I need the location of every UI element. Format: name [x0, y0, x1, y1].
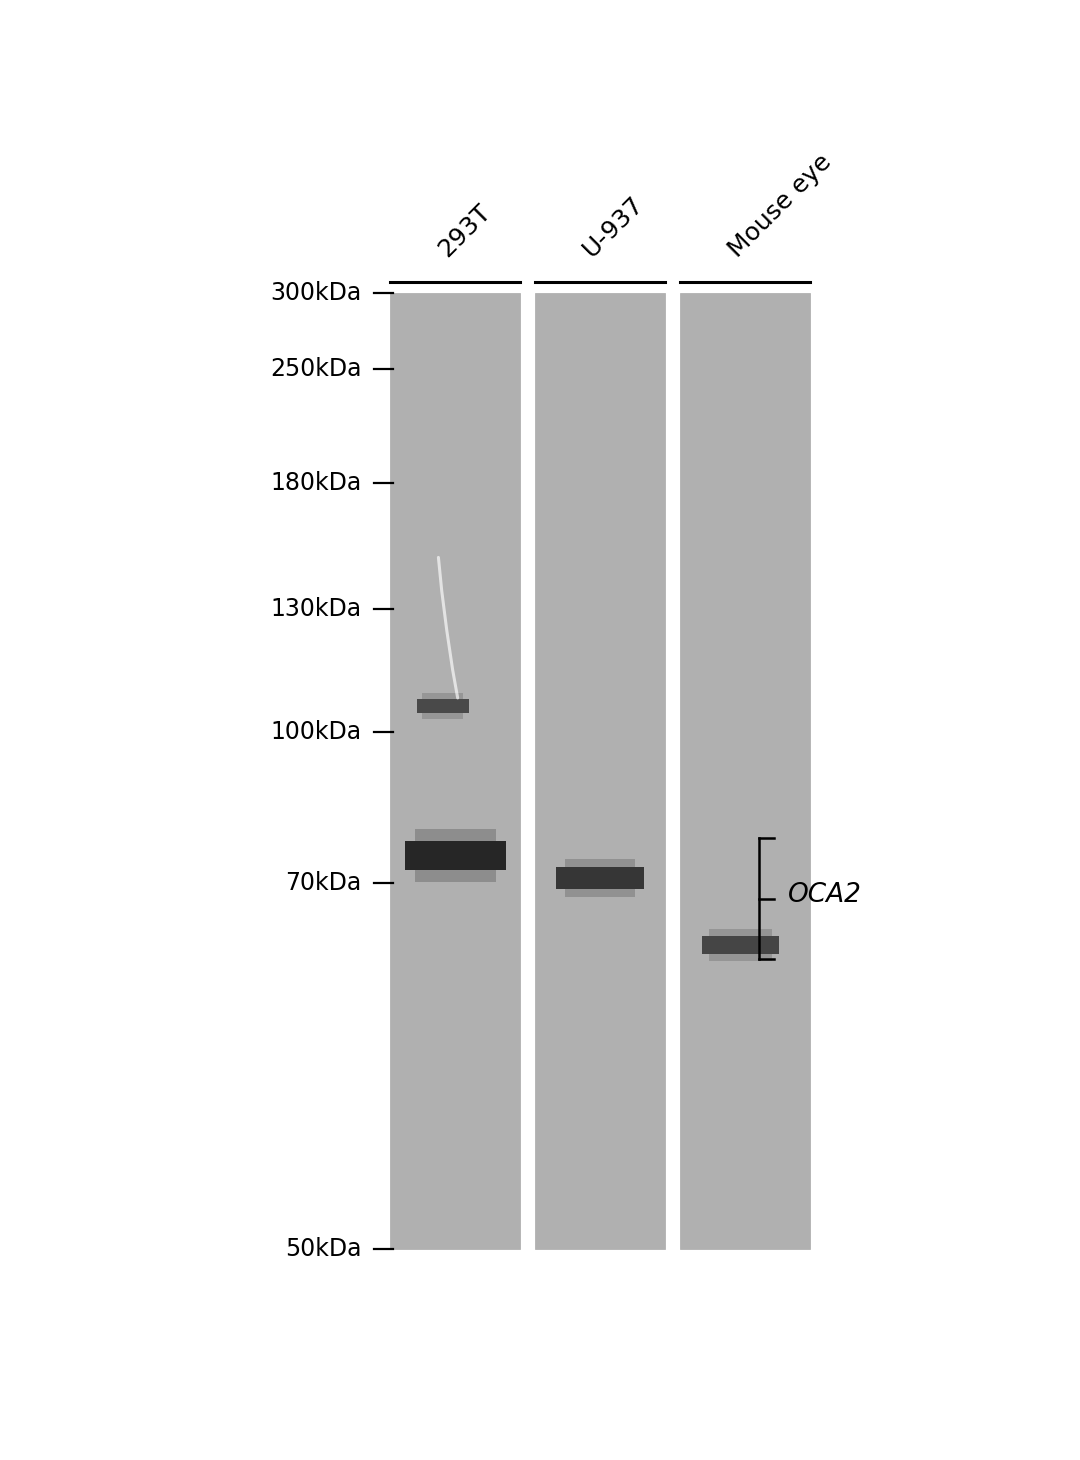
- Text: 70kDa: 70kDa: [285, 872, 362, 895]
- Text: 300kDa: 300kDa: [271, 282, 362, 305]
- FancyBboxPatch shape: [422, 712, 463, 718]
- Text: 50kDa: 50kDa: [285, 1237, 362, 1261]
- FancyBboxPatch shape: [565, 858, 635, 867]
- FancyBboxPatch shape: [415, 870, 496, 882]
- Text: U-937: U-937: [579, 191, 649, 261]
- Text: 250kDa: 250kDa: [270, 356, 362, 381]
- FancyBboxPatch shape: [417, 698, 469, 712]
- FancyBboxPatch shape: [422, 692, 463, 698]
- FancyBboxPatch shape: [565, 889, 635, 896]
- Text: 293T: 293T: [434, 200, 496, 261]
- Text: 180kDa: 180kDa: [271, 472, 362, 495]
- FancyBboxPatch shape: [710, 929, 772, 936]
- Text: Mouse eye: Mouse eye: [724, 149, 836, 261]
- Text: 130kDa: 130kDa: [271, 597, 362, 620]
- FancyBboxPatch shape: [710, 955, 772, 962]
- FancyBboxPatch shape: [702, 936, 780, 955]
- FancyBboxPatch shape: [535, 293, 665, 1248]
- Text: 100kDa: 100kDa: [271, 720, 362, 743]
- FancyBboxPatch shape: [390, 293, 521, 1248]
- FancyBboxPatch shape: [680, 293, 810, 1248]
- FancyBboxPatch shape: [556, 867, 644, 889]
- Text: OCA2: OCA2: [788, 882, 862, 908]
- FancyBboxPatch shape: [415, 829, 496, 841]
- FancyBboxPatch shape: [405, 841, 505, 870]
